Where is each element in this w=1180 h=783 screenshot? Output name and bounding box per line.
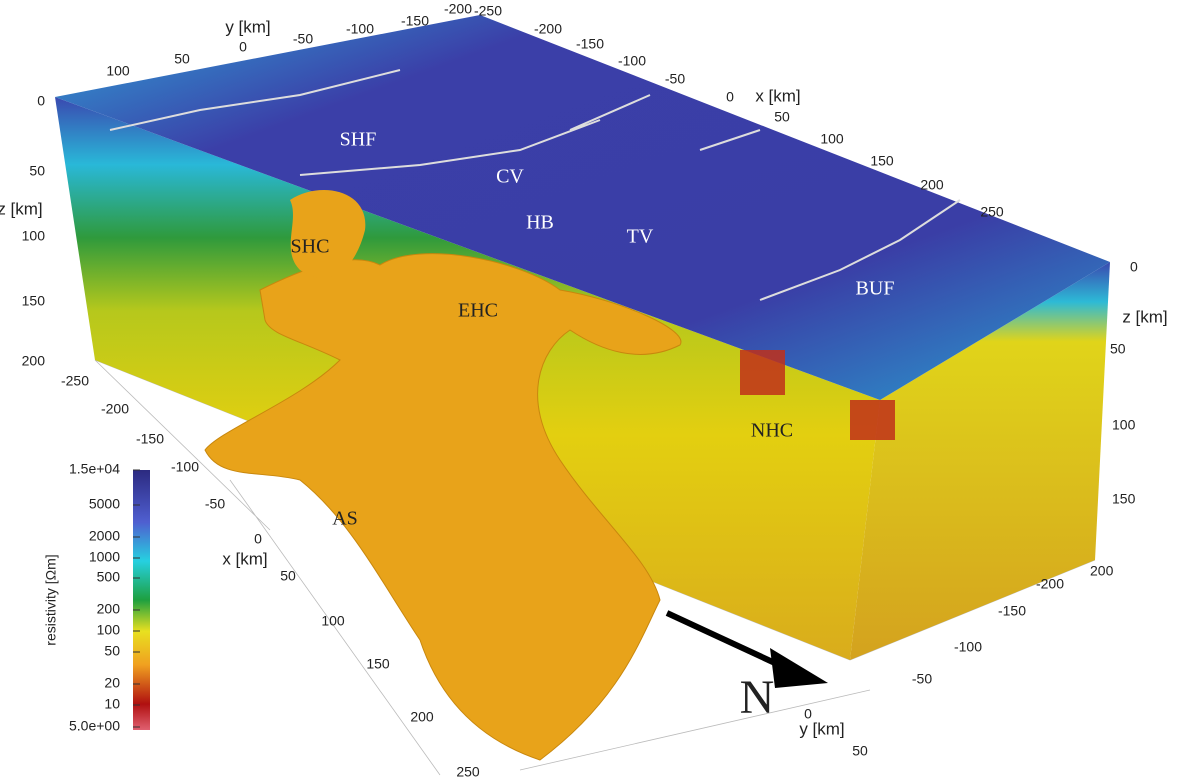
isosurface xyxy=(204,253,682,761)
tick-label: -250 xyxy=(61,373,89,389)
tick-label: 50 xyxy=(1110,341,1126,357)
feature-label: SHC xyxy=(291,236,330,258)
tick-label: -100 xyxy=(618,53,646,69)
tick-label: -150 xyxy=(998,603,1026,619)
colorbar-tick-label: 200 xyxy=(97,601,121,617)
block-side xyxy=(850,262,1110,660)
feature-label: TV xyxy=(627,226,654,248)
colorbar-tick-label: 100 xyxy=(97,622,121,638)
feature-label: EHC xyxy=(458,300,498,322)
colorbar-tick-label: 50 xyxy=(104,643,120,659)
tick-label: 150 xyxy=(366,656,390,672)
axis-title: z [km] xyxy=(1122,307,1167,326)
tick-label: -50 xyxy=(293,31,313,47)
tick-label: -50 xyxy=(912,671,932,687)
tick-label: 150 xyxy=(870,153,894,169)
feature-label: CV xyxy=(496,166,524,188)
tick-label: 100 xyxy=(106,63,130,79)
axis-title: y [km] xyxy=(225,17,270,36)
tick-label: 200 xyxy=(22,353,46,369)
colorbar-tick-label: 2000 xyxy=(89,528,120,544)
tick-label: -100 xyxy=(954,639,982,655)
tick-label: 150 xyxy=(1112,491,1136,507)
tick-label: 0 xyxy=(804,706,812,722)
colorbar xyxy=(133,470,150,730)
tick-label: 250 xyxy=(456,764,480,780)
axis-title: z [km] xyxy=(0,199,43,218)
axis-title: x [km] xyxy=(222,549,267,568)
axis-title: y [km] xyxy=(799,719,844,738)
tick-label: 0 xyxy=(37,93,45,109)
isosurface xyxy=(290,190,366,278)
tick-label: 100 xyxy=(321,613,345,629)
colorbar-tick-label: 1000 xyxy=(89,549,120,565)
tick-label: -100 xyxy=(171,459,199,475)
colorbar-tick-label: 500 xyxy=(97,569,121,585)
colorbar-tick-label: 1.5e+04 xyxy=(69,461,120,477)
tick-label: -100 xyxy=(346,21,374,37)
tick-label: 0 xyxy=(1130,259,1138,275)
tick-label: 0 xyxy=(726,89,734,105)
colorbar-tick-label: 20 xyxy=(104,675,120,691)
axis-title: x [km] xyxy=(755,86,800,105)
tick-label: 200 xyxy=(920,177,944,193)
tick-label: 100 xyxy=(1112,417,1136,433)
tick-label: -200 xyxy=(101,401,129,417)
tick-label: -50 xyxy=(665,71,685,87)
tick-label: 200 xyxy=(410,709,434,725)
feature-label: AS xyxy=(332,508,358,530)
faults xyxy=(109,69,961,301)
tick-label: 50 xyxy=(774,109,790,125)
feature-label: HB xyxy=(526,212,554,234)
colorbar-title: resistivity [Ωm] xyxy=(43,554,59,645)
tick-label: 200 xyxy=(1090,563,1114,579)
tick-label: 0 xyxy=(239,39,247,55)
tick-label: 250 xyxy=(980,204,1004,220)
tick-label: -150 xyxy=(576,36,604,52)
tick-label: 100 xyxy=(820,131,844,147)
tick-label: -200 xyxy=(444,1,472,17)
conductor-patch xyxy=(740,350,895,440)
feature-label: SHF xyxy=(340,129,377,151)
tick-label: -150 xyxy=(136,431,164,447)
north-arrow xyxy=(665,610,792,673)
feature-label: NHC xyxy=(751,420,793,442)
tick-label: 50 xyxy=(174,51,190,67)
colorbar-tick-label: 5000 xyxy=(89,496,120,512)
colorbar-tick-label: 10 xyxy=(104,696,120,712)
tick-label: -250 xyxy=(474,3,502,19)
tick-label: 50 xyxy=(29,163,45,179)
block-top xyxy=(55,15,1110,400)
tick-label: 100 xyxy=(22,228,46,244)
tick-label: -150 xyxy=(401,13,429,29)
tick-label: 0 xyxy=(254,531,262,547)
tick-label: 50 xyxy=(852,743,868,759)
tick-label: 50 xyxy=(280,568,296,584)
tick-label: 150 xyxy=(22,293,46,309)
tick-label: -200 xyxy=(534,21,562,37)
colorbar-tick-label: 5.0e+00 xyxy=(69,718,120,734)
tick-label: -200 xyxy=(1036,576,1064,592)
north-label: N xyxy=(740,671,775,724)
tick-label: -50 xyxy=(205,496,225,512)
north-arrow-head xyxy=(770,648,828,688)
feature-label: BUF xyxy=(856,278,895,300)
